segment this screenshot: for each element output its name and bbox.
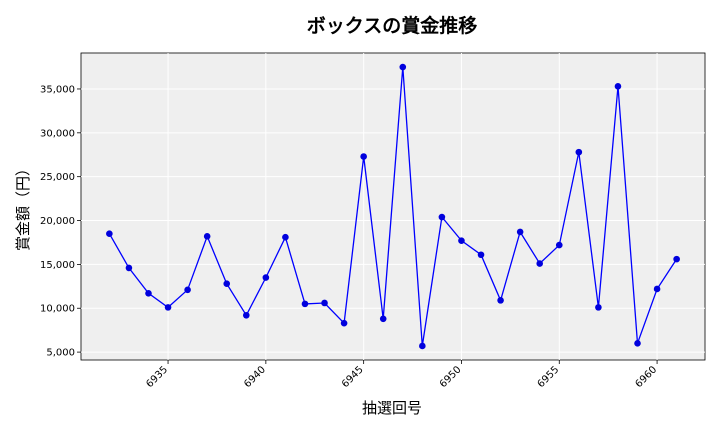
data-point bbox=[360, 153, 367, 160]
data-point bbox=[516, 228, 524, 236]
data-point bbox=[536, 260, 544, 267]
grid bbox=[81, 53, 705, 360]
data-point bbox=[223, 280, 231, 287]
data-point bbox=[125, 264, 133, 272]
data-point bbox=[379, 315, 387, 323]
data-point bbox=[555, 241, 563, 249]
x-tick-label: 6960 bbox=[633, 364, 659, 390]
data-point bbox=[301, 300, 309, 308]
data-point bbox=[106, 230, 113, 237]
x-tick-label: 6935 bbox=[144, 364, 170, 390]
plot-area bbox=[80, 52, 706, 361]
y-tick-label: 15,000 bbox=[40, 260, 75, 271]
chart-title: ボックスの賞金推移 bbox=[307, 14, 477, 37]
y-axis-ticks: 5,000 10,000 15,000 20,000 25,000 30,000 35,00… bbox=[40, 84, 81, 359]
data-point bbox=[340, 319, 348, 327]
data-point bbox=[634, 340, 641, 347]
data-point bbox=[399, 63, 407, 71]
data-point bbox=[438, 213, 446, 221]
series bbox=[106, 63, 680, 350]
y-tick-label: 20,000 bbox=[40, 216, 75, 227]
data-point bbox=[458, 237, 465, 245]
data-point bbox=[282, 233, 289, 241]
y-tick-label: 30,000 bbox=[40, 128, 75, 139]
data-point bbox=[184, 286, 191, 294]
x-axis-ticks: 6935 6940 6945 6950 6955 6960 bbox=[144, 360, 659, 390]
x-axis-label: 抽選回号 bbox=[362, 399, 422, 417]
y-tick-label: 35,000 bbox=[40, 84, 75, 95]
data-point bbox=[242, 311, 250, 319]
y-tick-label: 10,000 bbox=[40, 304, 75, 315]
x-tick-label: 6940 bbox=[242, 364, 268, 390]
x-tick-label: 6955 bbox=[536, 364, 562, 390]
data-point bbox=[321, 299, 328, 307]
y-axis-label: 賞金額（円） bbox=[14, 161, 32, 251]
data-point bbox=[203, 233, 211, 240]
y-tick-label: 25,000 bbox=[40, 172, 75, 183]
x-tick-label: 6950 bbox=[438, 364, 464, 390]
data-point bbox=[164, 304, 172, 311]
data-point bbox=[673, 255, 680, 263]
data-point bbox=[575, 148, 583, 156]
data-point bbox=[419, 342, 426, 350]
y-tick-label: 5,000 bbox=[46, 348, 75, 359]
data-point bbox=[614, 83, 622, 90]
data-point bbox=[145, 290, 152, 297]
data-point bbox=[595, 304, 602, 311]
data-point bbox=[262, 274, 270, 281]
data-point bbox=[653, 285, 661, 293]
series-line bbox=[108, 66, 678, 347]
data-point bbox=[477, 251, 485, 259]
data-point bbox=[497, 297, 504, 304]
x-tick-label: 6945 bbox=[340, 364, 366, 390]
